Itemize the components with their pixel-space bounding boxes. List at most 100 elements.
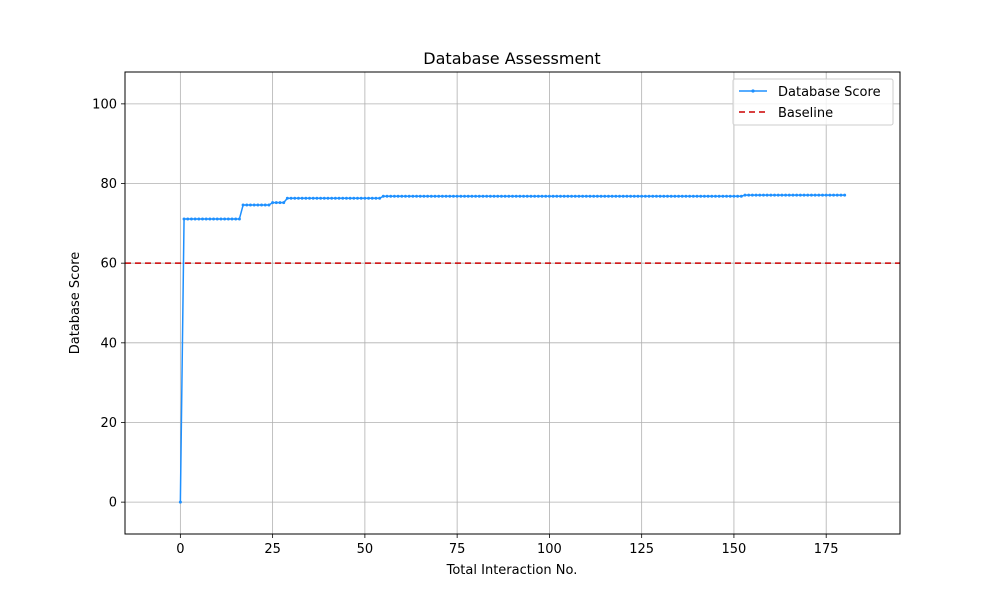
data-point	[263, 203, 267, 207]
x-axis-label: Total Interaction No.	[446, 563, 578, 578]
data-point	[758, 193, 762, 197]
data-point	[658, 194, 662, 198]
series-database-score	[178, 193, 847, 504]
data-point	[403, 194, 407, 198]
data-point	[477, 194, 481, 198]
data-point	[688, 194, 692, 198]
data-point	[248, 203, 252, 207]
data-point	[260, 203, 264, 207]
data-point	[647, 194, 651, 198]
data-point	[629, 194, 633, 198]
data-point	[632, 194, 636, 198]
data-point	[525, 194, 529, 198]
data-point	[839, 193, 843, 197]
data-point	[201, 217, 204, 221]
data-point	[271, 201, 275, 205]
data-point	[245, 203, 249, 207]
data-point	[481, 194, 485, 198]
data-point	[422, 194, 426, 198]
data-point	[621, 194, 625, 198]
data-point	[267, 203, 271, 207]
data-point	[636, 194, 640, 198]
y-tick-label: 60	[100, 257, 117, 272]
data-point	[710, 194, 714, 198]
x-tick-label: 50	[357, 542, 374, 557]
data-point	[514, 194, 518, 198]
data-point	[337, 196, 341, 200]
data-point	[750, 193, 754, 197]
x-tick-label: 175	[814, 542, 839, 557]
data-point	[385, 194, 389, 198]
data-point	[204, 217, 208, 221]
data-point	[610, 194, 614, 198]
data-point	[651, 194, 655, 198]
data-point	[603, 194, 607, 198]
data-point	[492, 194, 496, 198]
data-point	[544, 194, 548, 198]
data-point	[308, 196, 312, 200]
data-point	[300, 196, 304, 200]
data-point	[470, 194, 474, 198]
y-axis-label: Database Score	[68, 252, 83, 355]
data-point	[252, 203, 256, 207]
data-point	[739, 194, 743, 198]
data-point	[363, 196, 367, 200]
data-point	[599, 194, 603, 198]
chart-title: Database Assessment	[423, 49, 600, 68]
data-point	[558, 194, 562, 198]
data-point	[426, 194, 430, 198]
data-point	[809, 193, 813, 197]
data-point	[378, 196, 382, 200]
data-point	[798, 193, 802, 197]
data-point	[219, 217, 223, 221]
data-point	[522, 194, 526, 198]
data-point	[463, 194, 467, 198]
data-point	[370, 196, 374, 200]
data-point	[699, 194, 703, 198]
data-point	[773, 193, 777, 197]
data-point	[643, 194, 647, 198]
data-point	[296, 196, 300, 200]
data-point	[455, 194, 459, 198]
data-point	[352, 196, 356, 200]
data-point	[721, 194, 725, 198]
data-point	[223, 217, 227, 221]
data-point	[706, 194, 710, 198]
data-point	[765, 193, 769, 197]
data-point	[725, 194, 729, 198]
data-point	[499, 194, 503, 198]
data-point	[736, 194, 740, 198]
data-point	[795, 193, 799, 197]
x-tick-label: 0	[176, 542, 184, 557]
data-point	[518, 194, 522, 198]
data-point	[806, 193, 810, 197]
data-point	[407, 194, 411, 198]
data-point	[374, 196, 378, 200]
data-point	[654, 194, 658, 198]
data-point	[787, 193, 791, 197]
data-point	[625, 194, 629, 198]
data-point	[451, 194, 455, 198]
data-point	[348, 196, 352, 200]
data-point	[344, 196, 348, 200]
data-point	[241, 203, 245, 207]
data-point	[754, 193, 758, 197]
data-point	[215, 217, 219, 221]
x-tick-label: 125	[629, 542, 654, 557]
data-point	[666, 194, 669, 198]
data-point	[304, 196, 308, 200]
data-point	[677, 194, 681, 198]
data-point	[562, 194, 566, 198]
data-point	[717, 194, 721, 198]
data-point	[536, 194, 540, 198]
data-point	[817, 193, 821, 197]
data-point	[747, 193, 751, 197]
data-point	[411, 194, 415, 198]
data-point	[285, 196, 289, 200]
data-point	[606, 194, 610, 198]
axis-ticks: 0 25 50 75 100 125 150 175 0 20 40 60 80 100	[92, 97, 838, 557]
data-point	[178, 500, 182, 504]
y-tick-label: 100	[92, 97, 117, 112]
data-point	[835, 193, 839, 197]
